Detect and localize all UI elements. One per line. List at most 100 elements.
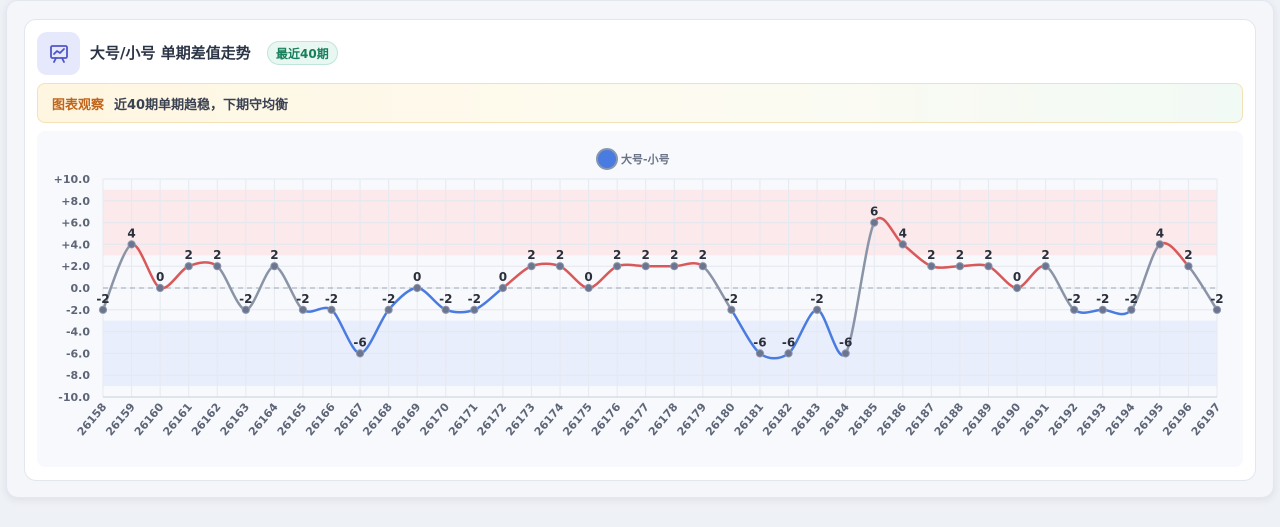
data-label: -6 xyxy=(839,335,852,349)
x-tick-label: 26173 xyxy=(503,401,538,439)
data-label: 2 xyxy=(613,248,621,262)
data-label: 2 xyxy=(642,248,650,262)
chart-presentation-icon xyxy=(37,32,80,75)
series-line-segment xyxy=(587,264,619,290)
x-tick-label: 26185 xyxy=(846,401,881,439)
data-label: -6 xyxy=(753,335,766,349)
data-label: -2 xyxy=(325,292,338,306)
data-point xyxy=(1098,305,1107,314)
x-tick-label: 26164 xyxy=(246,400,281,438)
x-tick-label: 26197 xyxy=(1189,401,1224,439)
x-tick-label: 26176 xyxy=(589,400,624,438)
data-label: 2 xyxy=(213,248,221,262)
data-label: 0 xyxy=(413,270,421,284)
data-point xyxy=(413,283,422,293)
data-point xyxy=(955,262,965,271)
x-tick-label: 26162 xyxy=(189,401,224,439)
series-line-segment xyxy=(1101,308,1133,316)
data-point xyxy=(270,262,279,271)
x-tick-label: 26171 xyxy=(446,401,481,439)
data-point xyxy=(241,305,250,314)
x-tick-label: 26168 xyxy=(360,401,395,439)
data-point xyxy=(841,349,850,358)
data-point xyxy=(98,305,108,314)
data-point xyxy=(498,283,507,293)
data-label: -2 xyxy=(96,292,109,306)
data-point xyxy=(584,283,593,293)
x-tick-label: 26169 xyxy=(389,401,424,439)
data-label: -6 xyxy=(353,335,366,349)
x-tick-label: 26194 xyxy=(1103,400,1138,438)
chart-title: 大号/小号 单期差值走势 xyxy=(90,44,251,62)
chart-legend[interactable]: 大号-小号 xyxy=(596,146,670,172)
data-point xyxy=(384,305,393,314)
y-tick-label: -6.0 xyxy=(66,347,90,360)
x-tick-label: 26160 xyxy=(132,400,167,438)
x-tick-label: 26191 xyxy=(1017,401,1052,439)
series-line-segment xyxy=(844,221,876,355)
data-label: -2 xyxy=(382,292,395,306)
data-point xyxy=(698,262,707,271)
data-point xyxy=(1070,305,1079,314)
data-label: 4 xyxy=(899,226,907,240)
data-point xyxy=(470,305,479,314)
y-tick-label: +6.0 xyxy=(61,217,90,230)
data-point xyxy=(1041,262,1050,271)
x-tick-label: 26175 xyxy=(560,401,595,439)
series-line-segment xyxy=(187,261,219,268)
data-point xyxy=(755,349,765,358)
data-point xyxy=(1012,283,1022,293)
x-tick-label: 26181 xyxy=(732,401,767,439)
y-tick-label: +8.0 xyxy=(61,195,90,208)
data-label: 2 xyxy=(527,248,535,262)
data-label: 2 xyxy=(984,248,992,262)
data-label: 2 xyxy=(956,248,964,262)
data-label: -2 xyxy=(1210,292,1223,306)
x-tick-label: 26192 xyxy=(1046,401,1081,439)
data-label: -2 xyxy=(1125,292,1138,306)
data-point xyxy=(327,305,336,314)
x-tick-label: 26159 xyxy=(103,401,138,439)
data-label: 2 xyxy=(1041,248,1049,262)
data-point xyxy=(870,218,879,227)
data-label: 2 xyxy=(270,248,278,262)
y-tick-label: +10.0 xyxy=(54,173,91,186)
x-tick-label: 26189 xyxy=(960,401,995,439)
data-point xyxy=(813,305,822,314)
data-label: 2 xyxy=(670,248,678,262)
data-label: 2 xyxy=(556,248,564,262)
series-line-segment xyxy=(958,263,990,268)
data-label: -6 xyxy=(782,335,795,349)
x-tick-label: 26184 xyxy=(817,400,852,438)
y-tick-label: -8.0 xyxy=(66,369,90,382)
x-tick-label: 26172 xyxy=(475,401,510,439)
data-label: -2 xyxy=(725,292,738,306)
data-label: 4 xyxy=(127,226,135,240)
data-point xyxy=(527,262,536,271)
y-tick-label: -10.0 xyxy=(58,391,90,404)
insight-tag: 图表观察 xyxy=(52,97,105,113)
data-point xyxy=(784,349,793,358)
period-badge: 最近40期 xyxy=(267,41,338,65)
x-tick-label: 26174 xyxy=(532,400,567,438)
x-tick-label: 26161 xyxy=(160,401,195,439)
chart-area xyxy=(37,131,1243,467)
data-label: -2 xyxy=(439,292,452,306)
data-point xyxy=(984,262,993,271)
data-point xyxy=(1212,305,1222,314)
x-tick-label: 26179 xyxy=(675,401,710,439)
data-label: -2 xyxy=(468,292,481,306)
x-tick-label: 26183 xyxy=(789,401,824,439)
data-point xyxy=(1155,240,1164,249)
x-tick-label: 26166 xyxy=(303,400,338,438)
y-tick-label: +4.0 xyxy=(61,238,90,251)
data-label: 4 xyxy=(1156,226,1164,240)
data-label: 2 xyxy=(927,248,935,262)
x-tick-label: 26180 xyxy=(703,400,738,438)
data-point xyxy=(613,262,622,271)
data-point xyxy=(555,262,565,271)
data-label: 2 xyxy=(1184,248,1192,262)
series-line-segment xyxy=(158,264,190,290)
data-label: 0 xyxy=(1013,270,1021,284)
